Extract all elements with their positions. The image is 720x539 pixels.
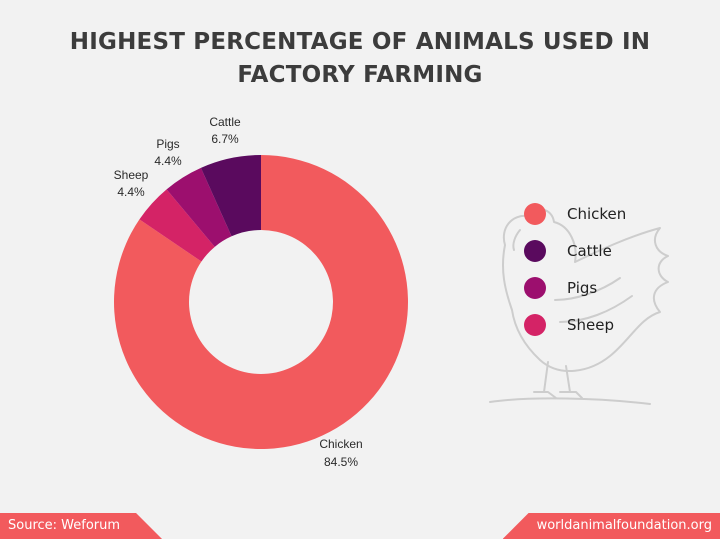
legend-label-sheep: Sheep — [567, 316, 614, 334]
legend-swatch-pigs — [524, 277, 546, 299]
legend-label-pigs: Pigs — [567, 279, 597, 297]
slice-label-cattle: Cattle — [209, 115, 241, 129]
legend-label-chicken: Chicken — [567, 205, 626, 223]
slice-sheep — [139, 189, 215, 262]
source-footer: Source: Weforum — [0, 513, 162, 539]
slice-value-sheep: 4.4% — [117, 185, 145, 199]
slice-label-sheep: Sheep — [114, 168, 149, 182]
legend-swatch-chicken — [524, 203, 546, 225]
slice-chicken — [114, 155, 409, 449]
slice-pigs — [166, 167, 232, 247]
legend-swatch-sheep — [524, 314, 546, 336]
slice-label-pigs: Pigs — [156, 137, 179, 151]
legend-swatch-cattle — [524, 240, 546, 262]
slice-value-pigs: 4.4% — [154, 154, 182, 168]
slice-value-chicken: 84.5% — [324, 455, 358, 469]
slice-value-cattle: 6.7% — [211, 132, 239, 146]
slice-label-chicken: Chicken — [319, 437, 362, 451]
legend-label-cattle: Cattle — [567, 242, 612, 260]
slice-cattle — [200, 155, 261, 237]
chicken-sketch-icon — [489, 208, 669, 405]
chart-title: HIGHEST PERCENTAGE OF ANIMALS USED IN FA… — [69, 29, 651, 88]
site-footer: worldanimalfoundation.org — [502, 513, 720, 539]
